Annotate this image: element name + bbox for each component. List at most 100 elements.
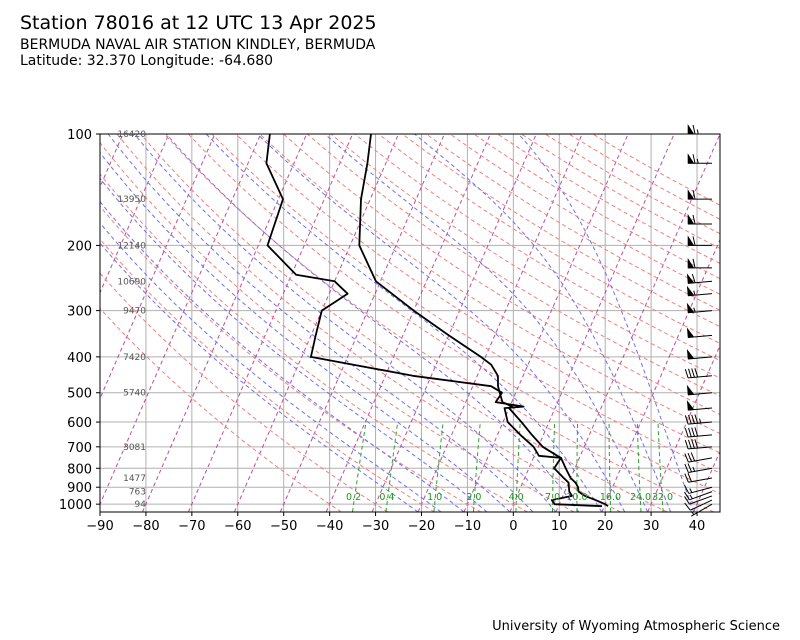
dry-adiabat-line — [235, 134, 720, 454]
wind-barb-full — [692, 124, 696, 135]
wind-barb-half — [696, 158, 699, 164]
wind-barb-staff — [689, 495, 713, 505]
wind-barb-full — [692, 214, 696, 225]
isotherm-line — [417, 134, 583, 512]
moist-adiabat-line — [100, 177, 488, 512]
wind-barb-pennant — [686, 285, 695, 297]
wind-barb — [687, 189, 712, 200]
height-label: 7420 — [123, 353, 146, 363]
x-tick-label: 20 — [597, 519, 614, 534]
wind-barb-full — [684, 463, 689, 473]
wind-barb-full — [691, 427, 695, 437]
wind-barb — [686, 327, 713, 338]
wind-barb — [684, 427, 713, 438]
y-tick-label: 300 — [67, 305, 92, 320]
dry-adiabat-line — [100, 205, 482, 512]
mixing-ratio-line — [576, 421, 579, 512]
x-tick-label: 30 — [643, 519, 660, 534]
isotherm-line — [279, 134, 445, 512]
mixing-ratio-line — [351, 421, 367, 512]
wind-barb — [687, 213, 712, 225]
height-label: 12140 — [117, 241, 146, 251]
wind-barb — [687, 257, 712, 269]
dry-adiabat-line — [283, 134, 720, 416]
isotherm-line — [509, 134, 675, 512]
wind-barb-full — [694, 414, 699, 424]
wind-barb-full — [684, 368, 689, 379]
wind-barb — [684, 472, 713, 483]
x-tick-label: −60 — [224, 519, 251, 534]
wind-barb-full — [694, 368, 699, 378]
dry-adiabat-line — [378, 134, 720, 344]
height-label: 94 — [135, 500, 147, 510]
y-tick-label: 100 — [67, 128, 92, 143]
wind-barb — [686, 400, 713, 411]
wind-barb-full — [688, 439, 692, 449]
dry-adiabat-line — [140, 134, 668, 512]
wind-barb — [684, 414, 713, 425]
wind-barb-full — [684, 453, 689, 463]
mixing-ratio-label: 0.4 — [379, 492, 394, 503]
dry-adiabat-line — [116, 134, 621, 512]
wind-barb-full — [687, 472, 692, 482]
wind-barb-full — [684, 473, 689, 483]
chart-labels: 0.2 0.4 1.0 2.0 4.0 7.0 10.0 16.0 24.0 32.0 16420 1… — [117, 130, 673, 510]
dry-adiabat-line — [354, 134, 720, 362]
credit-text: University of Wyoming Atmospheric Scienc… — [492, 619, 780, 634]
dry-adiabat-line — [592, 134, 720, 206]
height-label: 9470 — [123, 307, 146, 317]
isotherm-line — [325, 134, 491, 512]
mixing-ratio-line — [433, 421, 444, 512]
mixing-ratio-line — [472, 421, 481, 512]
wind-barbs — [684, 123, 713, 517]
wind-barb-staff — [688, 457, 713, 463]
dry-adiabat-line — [100, 238, 435, 512]
dry-adiabat-line — [402, 134, 720, 328]
y-tick-label: 200 — [67, 239, 92, 254]
wind-barb-full — [687, 452, 692, 462]
wind-barb-full — [684, 415, 689, 425]
wind-barb-pennant — [687, 153, 695, 164]
wind-barb-staff — [690, 499, 713, 511]
dry-adiabat-line — [259, 134, 720, 435]
wind-barb-half — [696, 129, 699, 135]
wind-barb-full — [692, 258, 696, 269]
dry-adiabat-line — [211, 134, 720, 474]
dry-adiabat-line — [100, 141, 575, 512]
wind-barb-pennant — [686, 302, 695, 314]
height-label: 5740 — [123, 389, 146, 399]
isotherm-line — [740, 134, 800, 512]
moist-adiabat-line — [257, 134, 626, 512]
wind-barb-full — [692, 190, 696, 200]
x-tick-label: 10 — [551, 519, 568, 534]
moist-adiabat-line — [205, 134, 603, 512]
isotherm-line — [142, 134, 308, 512]
wind-barb-pennant — [686, 384, 695, 396]
moist-adiabat-line — [324, 134, 649, 512]
mixing-ratio-line — [636, 422, 642, 512]
axis-ticks: −90 −80 −70 −60 −50 −40 −30 −20 −10 0 10 20 30 40 100 2… — [59, 128, 705, 534]
wind-barb-half — [689, 494, 693, 500]
isotherm-line — [647, 344, 720, 512]
plot-frame — [99, 133, 721, 513]
x-tick-label: −70 — [178, 519, 205, 534]
height-label: 13950 — [117, 195, 146, 205]
wind-barb — [684, 491, 713, 501]
height-label: 3081 — [123, 443, 146, 453]
temperature-profile — [358, 134, 609, 507]
moist-adiabat-line — [100, 222, 442, 512]
dry-adiabat-line — [473, 134, 720, 280]
wind-barb-full — [684, 428, 689, 438]
wind-barb-staff — [690, 503, 713, 517]
wind-barb-full — [684, 439, 689, 450]
wind-barb — [686, 384, 713, 396]
wind-barb-pennant — [686, 400, 695, 411]
wind-barb-half — [689, 488, 693, 493]
moist-adiabat-line — [165, 134, 580, 512]
wind-barb-full — [691, 368, 695, 378]
wind-barb — [687, 153, 712, 164]
wind-barb-pennant — [686, 273, 695, 284]
dry-adiabat-line — [187, 134, 720, 495]
wind-barb-half — [698, 418, 702, 424]
y-tick-label: 500 — [67, 387, 92, 402]
